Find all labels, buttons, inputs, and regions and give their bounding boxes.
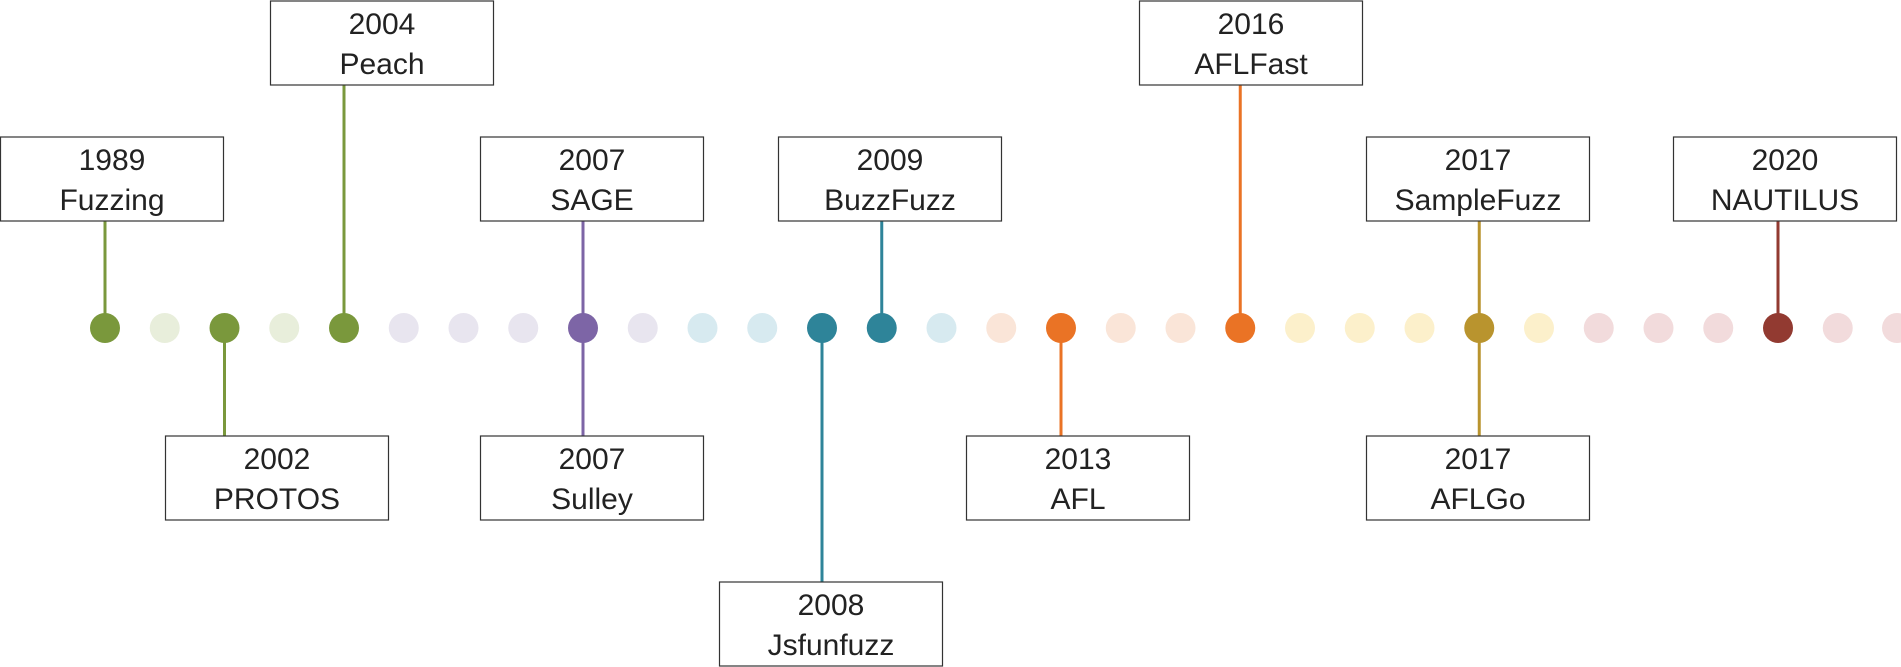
timeline-event: 2020 NAUTILUS	[1672, 136, 1898, 328]
timeline-dot	[687, 313, 718, 343]
timeline-event: 2017 AFLGo	[1365, 328, 1591, 521]
timeline-dot	[1822, 313, 1853, 343]
event-marker-dot	[866, 313, 897, 343]
event-name: PROTOS	[214, 483, 340, 516]
event-marker-dot	[568, 313, 598, 343]
event-label-box	[164, 435, 390, 521]
timeline-dot	[1524, 313, 1554, 343]
event-year: 2007	[559, 443, 626, 476]
timeline-dot	[1583, 313, 1614, 343]
event-marker-dot	[1763, 313, 1793, 343]
event-name: AFLGo	[1430, 483, 1525, 516]
timeline-dot	[1165, 313, 1196, 343]
event-name: BuzzFuzz	[824, 184, 956, 217]
timeline-event: 1989 Fuzzing	[0, 136, 225, 328]
event-label-box	[1138, 0, 1364, 86]
event-label-box	[1365, 435, 1591, 521]
event-marker-dot	[329, 313, 359, 343]
timeline-dot	[1105, 313, 1136, 343]
event-label-box	[479, 136, 705, 222]
event-label-box	[1672, 136, 1898, 222]
event-year: 2017	[1445, 144, 1512, 177]
event-name: SAGE	[550, 184, 633, 217]
event-name: Jsfunfuzz	[768, 629, 895, 662]
event-name: Peach	[339, 48, 424, 81]
event-name: SampleFuzz	[1395, 184, 1562, 217]
event-name: Sulley	[551, 483, 633, 516]
timeline-event: 2007 Sulley	[479, 328, 705, 521]
event-year: 2002	[244, 443, 311, 476]
timeline-dot	[986, 313, 1017, 343]
timeline-dot	[747, 313, 778, 343]
event-label-box	[718, 581, 944, 667]
event-year: 2008	[798, 589, 865, 622]
event-year: 1989	[79, 144, 146, 177]
event-marker-dot	[807, 313, 837, 343]
event-year: 2007	[559, 144, 626, 177]
timeline-event: 2013 AFL	[965, 328, 1191, 521]
timeline-event: 2009 BuzzFuzz	[777, 136, 1003, 328]
timeline-dot	[388, 313, 419, 343]
timeline-event: 2016 AFLFast	[1138, 0, 1364, 328]
timeline-dot	[1882, 313, 1901, 343]
event-marker-dot	[90, 313, 120, 343]
event-label-box	[965, 435, 1191, 521]
event-name: NAUTILUS	[1711, 184, 1859, 217]
timeline-event: 2017 SampleFuzz	[1365, 136, 1591, 328]
timeline-dot	[926, 313, 957, 343]
event-name: AFLFast	[1194, 48, 1308, 81]
timeline-event: 2002 PROTOS	[164, 328, 390, 521]
timeline-dot	[269, 313, 300, 343]
event-year: 2020	[1752, 144, 1819, 177]
event-marker-dot	[1464, 313, 1495, 343]
event-year: 2013	[1045, 443, 1112, 476]
timeline-dot	[1404, 313, 1435, 343]
timeline-dots	[149, 313, 1901, 343]
event-label-box	[0, 136, 225, 222]
event-label-box	[479, 435, 705, 521]
event-label-box	[269, 0, 495, 86]
timeline-dot	[627, 313, 658, 343]
timeline-dot	[149, 313, 180, 343]
event-year: 2004	[349, 8, 416, 41]
event-label-box	[777, 136, 1003, 222]
timeline-dot	[1703, 313, 1734, 343]
timeline-dot	[1643, 313, 1674, 343]
event-marker-dot	[1046, 313, 1076, 343]
event-year: 2017	[1445, 443, 1512, 476]
event-year: 2009	[857, 144, 924, 177]
timeline-event: 2008 Jsfunfuzz	[718, 328, 944, 667]
timeline-dot	[508, 313, 539, 343]
timeline-dot	[448, 313, 479, 343]
event-name: Fuzzing	[59, 184, 164, 217]
event-marker-dot	[1225, 313, 1256, 343]
timeline-event: 2007 SAGE	[479, 136, 705, 328]
event-marker-dot	[209, 313, 240, 343]
event-year: 2016	[1218, 8, 1285, 41]
timeline-dot	[1285, 313, 1315, 343]
timeline-dot	[1344, 313, 1375, 343]
event-name: AFL	[1050, 483, 1105, 516]
event-label-box	[1365, 136, 1591, 222]
timeline-event: 2004 Peach	[269, 0, 495, 328]
